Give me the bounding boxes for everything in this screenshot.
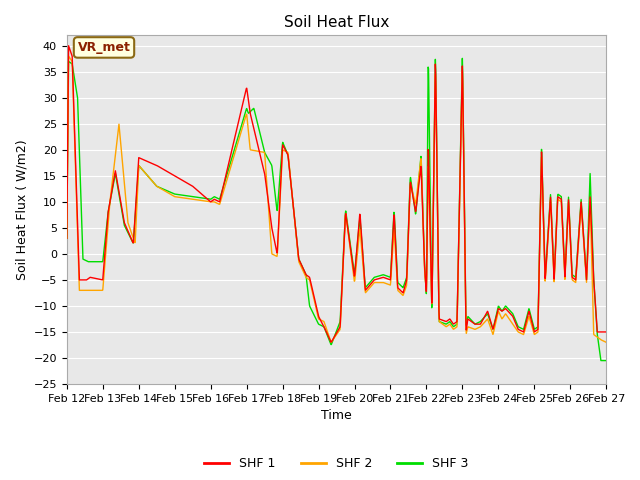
Text: VR_met: VR_met — [77, 41, 131, 54]
Legend: SHF 1, SHF 2, SHF 3: SHF 1, SHF 2, SHF 3 — [200, 452, 474, 475]
Title: Soil Heat Flux: Soil Heat Flux — [284, 15, 389, 30]
Y-axis label: Soil Heat Flux ( W/m2): Soil Heat Flux ( W/m2) — [15, 139, 28, 280]
X-axis label: Time: Time — [321, 409, 352, 422]
